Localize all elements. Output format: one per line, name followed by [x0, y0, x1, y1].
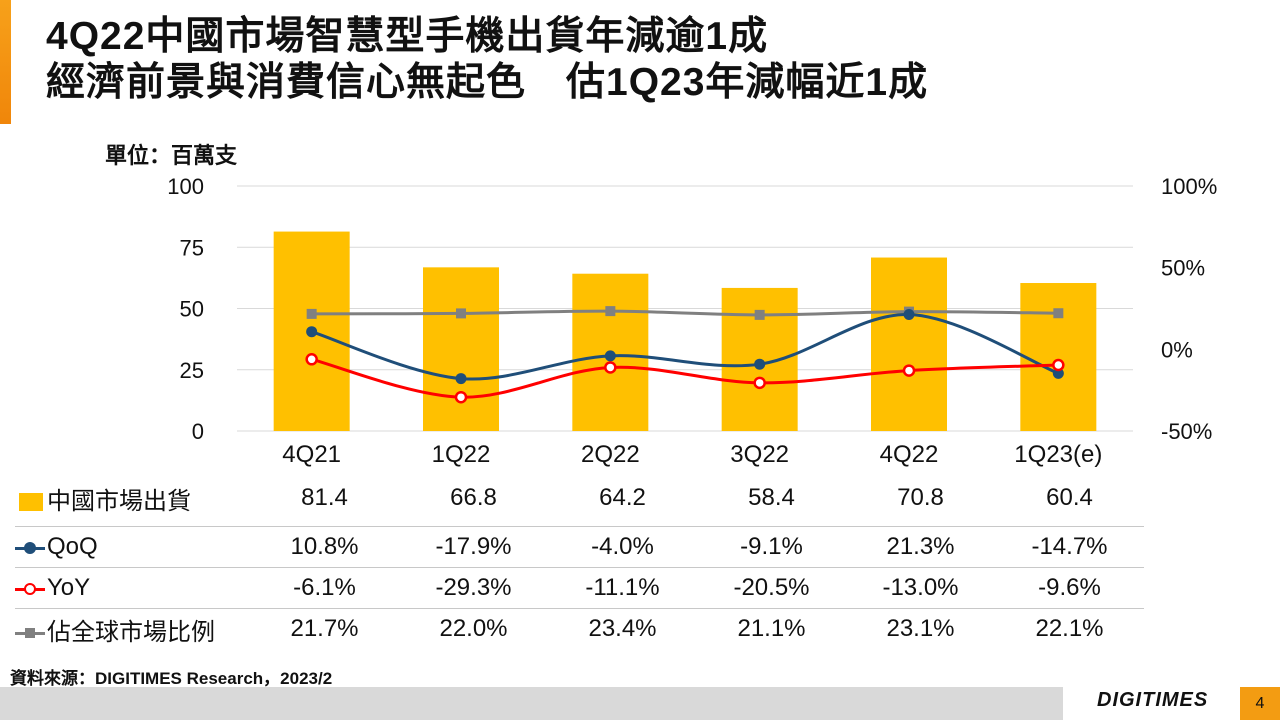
qoq-point [754, 358, 766, 370]
data-label: 23.4% [588, 615, 657, 642]
table-row-yoy: YoY -6.1% -29.3% -11.1% -20.5% -13.0% -9… [15, 567, 1144, 609]
data-table: 中國市場出貨 81.4 66.8 64.2 58.4 70.8 60.4 QoQ… [15, 478, 1144, 649]
series-name-qoq: QoQ [47, 533, 98, 560]
series-name-yoy: YoY [47, 574, 91, 601]
unit-label: 單位：百萬支 [105, 143, 238, 168]
table-row-share: 佔全球市場比例 21.7% 22.0% 23.4% 21.1% 23.1% 22… [15, 609, 1144, 650]
yoy-point [902, 364, 916, 377]
title-accent-bar [0, 0, 11, 124]
x-tick-label: 3Q22 [730, 441, 789, 468]
share-point [456, 308, 466, 319]
bar [423, 267, 499, 431]
data-label: 21.3% [846, 526, 995, 568]
bar-legend-key [15, 492, 45, 512]
qoq-legend-key [15, 538, 45, 558]
y-tick-label: 100 [167, 174, 204, 199]
data-label: 23.1% [886, 615, 955, 642]
data-label: 66.8 [450, 484, 497, 511]
title-line-1: 4Q22中國市場智慧型手機出貨年減逾1成 [46, 15, 769, 58]
combo-chart: 100 75 50 25 0 100% 50% 0% -50% 4Q21 1Q22 2Q22 3Q22 4… [167, 174, 1217, 468]
title-line-2: 經濟前景與消費信心無起色 估1Q23年減幅近1成 [46, 61, 929, 104]
table-row-shipments: 中國市場出貨 81.4 66.8 64.2 58.4 70.8 60.4 [15, 478, 1144, 518]
data-label: -29.3% [399, 567, 548, 609]
yoy-point [1052, 358, 1065, 372]
yoy-point [604, 361, 617, 374]
table-row-qoq: QoQ 10.8% -17.9% -4.0% -9.1% 21.3% -14.7… [15, 526, 1144, 568]
brand-logo: DIGITIMES [1097, 689, 1209, 711]
bar [871, 257, 947, 431]
data-label: -17.9% [399, 526, 548, 568]
qoq-point [455, 373, 467, 385]
qoq-series-line [311, 313, 1059, 381]
x-tick-label: 1Q23(e) [1014, 441, 1102, 468]
x-tick-label: 2Q22 [581, 441, 640, 468]
share-legend-key [15, 623, 45, 643]
x-tick-label: 1Q22 [432, 441, 491, 468]
data-label: 21.1% [737, 615, 806, 642]
y-tick-label: 75 [180, 235, 204, 260]
share-point [306, 308, 317, 319]
data-label: 60.4 [1046, 484, 1093, 511]
qoq-point [306, 326, 318, 338]
data-label: -4.0% [548, 526, 697, 568]
page-number: 4 [1240, 687, 1280, 720]
share-point [1053, 308, 1064, 319]
yoy-legend-key [15, 579, 45, 599]
yoy-series-line [311, 357, 1059, 399]
yoy-point [753, 376, 766, 390]
data-label: 64.2 [599, 484, 646, 511]
data-label: 10.8% [250, 526, 399, 568]
y2-tick-label: 0% [1161, 337, 1193, 362]
data-label: 58.4 [748, 484, 795, 511]
data-label: 22.0% [439, 615, 508, 642]
data-label: -6.1% [250, 567, 399, 609]
share-point [754, 309, 765, 320]
yoy-point [305, 353, 318, 366]
y-tick-label: 25 [180, 358, 204, 383]
share-series-line [311, 309, 1059, 317]
data-label: -9.6% [995, 567, 1144, 609]
source-note: 資料來源：DIGITIMES Research，2023/2 [10, 669, 333, 688]
x-tick-label: 4Q22 [880, 441, 939, 468]
series-name-share: 佔全球市場比例 [47, 618, 215, 646]
y2-tick-label: 100% [1161, 174, 1217, 199]
qoq-point [604, 350, 616, 362]
footer-bar [0, 687, 1063, 720]
bar [1020, 283, 1097, 431]
y-tick-label: 0 [192, 419, 204, 444]
x-tick-label: 4Q21 [282, 441, 341, 468]
data-label: -14.7% [995, 526, 1144, 568]
data-label: -20.5% [697, 567, 846, 609]
qoq-point [903, 309, 915, 321]
y2-tick-label: 50% [1161, 256, 1205, 281]
data-label: 81.4 [301, 484, 348, 511]
y2-tick-label: -50% [1161, 419, 1212, 444]
data-label: 70.8 [897, 484, 944, 511]
data-label: -13.0% [846, 567, 995, 609]
share-point [605, 306, 616, 317]
series-name-shipments: 中國市場出貨 [47, 487, 191, 515]
data-label: -9.1% [697, 526, 846, 568]
y-tick-label: 50 [180, 297, 204, 322]
data-label: 21.7% [290, 615, 359, 642]
yoy-point [454, 390, 468, 404]
data-label: 22.1% [1035, 615, 1104, 642]
data-label: -11.1% [548, 567, 697, 609]
slide-title: 4Q22中國市場智慧型手機出貨年減逾1成 經濟前景與消費信心無起色 估1Q23年… [46, 14, 928, 106]
